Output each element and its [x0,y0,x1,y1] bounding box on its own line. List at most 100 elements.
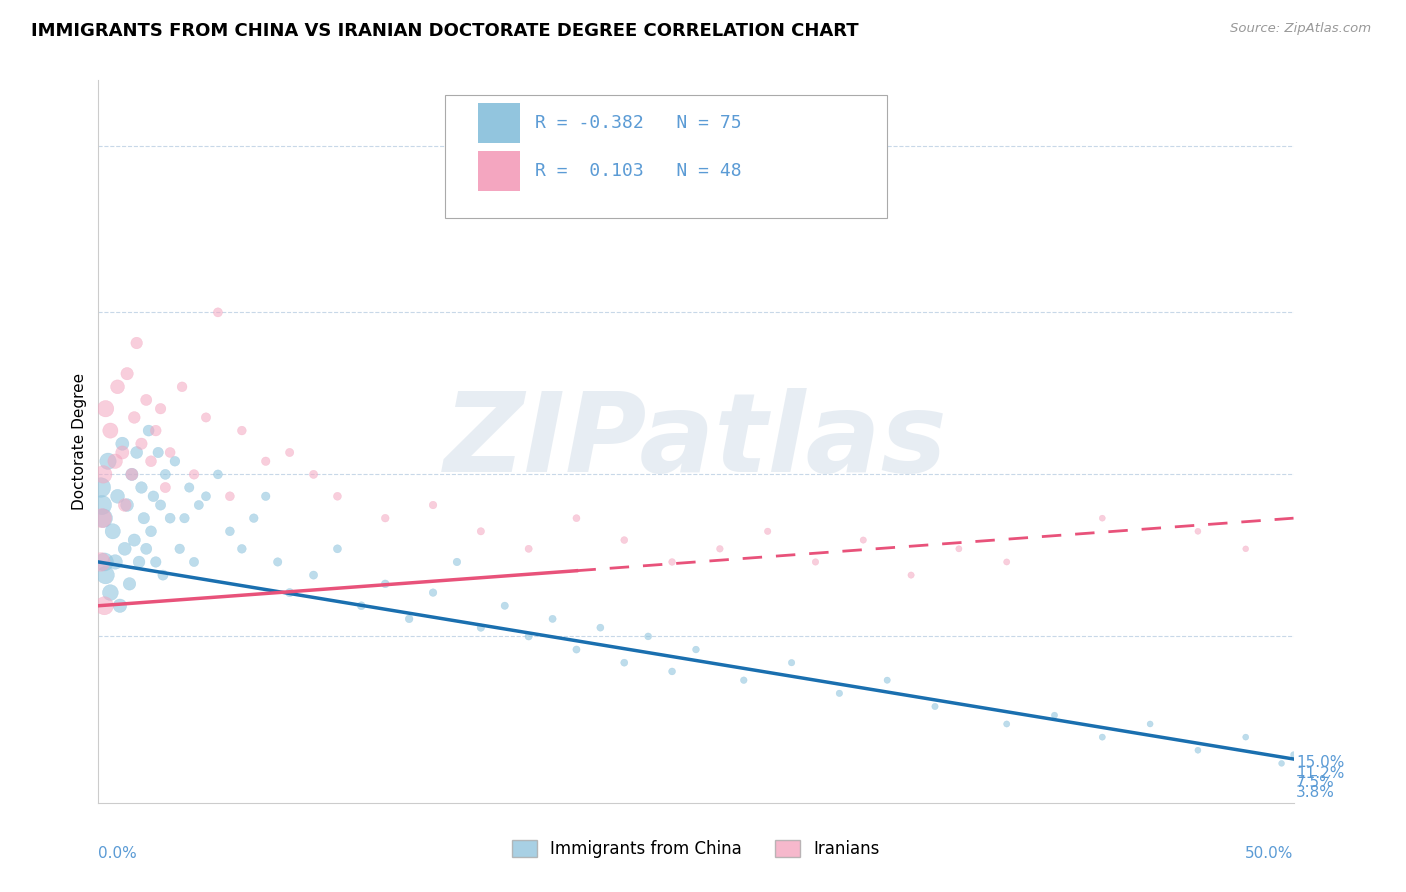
Point [139,524,162,539]
Text: R =  0.103   N = 48: R = 0.103 N = 48 [534,162,741,180]
Point [125,336,148,351]
Point [94,568,117,582]
Point [219,524,242,539]
Point [187,498,209,512]
Point [98,585,122,599]
Point [422,585,444,599]
Point [118,577,141,591]
Point [148,445,170,459]
Point [517,541,540,556]
Point [128,555,150,569]
Point [613,656,636,670]
Point [350,599,373,613]
Point [995,555,1018,569]
Point [135,392,157,407]
Point [876,673,898,688]
Point [179,481,201,495]
Point [422,498,444,512]
Point [804,555,827,569]
Point [278,585,301,599]
Point [709,541,731,556]
Point [115,367,138,381]
Text: 11.2%: 11.2% [1296,765,1344,780]
Point [125,445,148,459]
Point [132,511,155,525]
Point [374,511,396,525]
Point [131,481,153,495]
Text: ZIPatlas: ZIPatlas [444,388,948,495]
Point [661,665,683,679]
Point [254,489,277,503]
Point [114,498,136,512]
Point [139,454,162,468]
Point [685,642,707,657]
Text: 0.0%: 0.0% [98,847,138,861]
Point [97,454,120,468]
Point [159,511,181,525]
Bar [478,151,520,191]
Point [142,489,165,503]
Point [302,568,325,582]
Point [207,305,229,319]
Y-axis label: Doctorate Degree: Doctorate Degree [72,373,87,510]
Point [138,424,160,438]
Point [111,436,134,450]
Point [183,467,205,482]
Point [924,699,946,714]
Point [91,511,114,525]
Point [231,424,253,438]
Point [124,410,146,425]
Point [172,380,194,394]
Point [565,511,588,525]
Bar [478,103,520,143]
Point [149,401,172,416]
Point [1234,541,1257,556]
Point [163,454,186,468]
Point [107,380,129,394]
Text: R = -0.382   N = 75: R = -0.382 N = 75 [534,114,741,132]
Point [1091,730,1114,744]
Point [780,656,803,670]
Point [155,481,177,495]
Point [565,642,588,657]
Point [470,524,492,539]
Point [517,629,540,643]
Text: Source: ZipAtlas.com: Source: ZipAtlas.com [1230,22,1371,36]
FancyBboxPatch shape [446,95,887,218]
Point [494,599,516,613]
Point [1187,743,1209,757]
Point [756,524,779,539]
Point [207,467,229,482]
Point [152,568,174,582]
Point [733,673,755,688]
Point [1234,730,1257,744]
Point [637,629,659,643]
Point [173,511,195,525]
Point [155,467,177,482]
Point [470,621,492,635]
Point [101,524,124,539]
Point [104,454,127,468]
Text: 50.0%: 50.0% [1246,847,1294,861]
Point [104,555,127,569]
Point [90,555,112,569]
Point [1271,756,1294,771]
Point [374,577,396,591]
Point [278,445,301,459]
Point [111,445,134,459]
Point [94,401,117,416]
Point [254,454,277,468]
Point [149,498,172,512]
Point [219,489,242,503]
Point [326,489,349,503]
Point [1139,717,1161,731]
Text: 3.8%: 3.8% [1296,785,1334,800]
Point [121,467,143,482]
Point [91,467,114,482]
Point [91,511,114,525]
Point [98,424,122,438]
Point [93,599,115,613]
Point [995,717,1018,731]
Point [159,445,181,459]
Text: 7.5%: 7.5% [1296,775,1334,790]
